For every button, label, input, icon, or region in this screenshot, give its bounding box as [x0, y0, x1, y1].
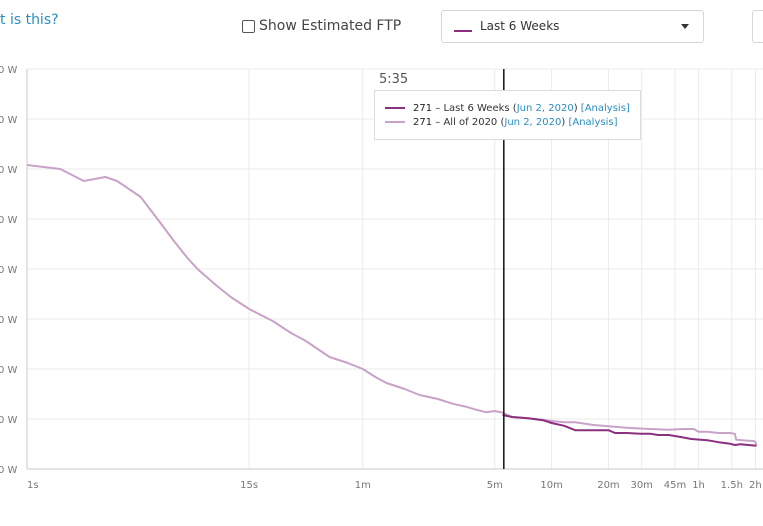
x-tick-label: 20m [597, 480, 619, 491]
date-range-value: Last 6 Weeks [480, 19, 560, 33]
chevron-down-icon [681, 24, 689, 29]
tooltip-range: All of 2020 [443, 116, 498, 128]
show-estimated-ftp-toggle[interactable]: Show Estimated FTP [242, 18, 401, 34]
y-tick-label: 0 W [0, 115, 18, 126]
ftp-toggle-label: Show Estimated FTP [259, 18, 402, 34]
x-tick-label: 30m [630, 480, 652, 491]
range-color-swatch [454, 30, 472, 32]
analysis-link[interactable]: [Analysis] [580, 102, 630, 114]
tooltip-row-all-of-2020: 271 – All of 2020 (Jun 2, 2020) [Analysi… [385, 115, 640, 129]
y-tick-label: 0 W [0, 65, 18, 76]
chart-tooltip: 271 – Last 6 Weeks (Jun 2, 2020) [Analys… [374, 90, 641, 140]
y-tick-label: 0 W [0, 265, 18, 276]
x-tick-label: 1s [27, 480, 39, 491]
x-tick-label: 15s [240, 480, 258, 491]
series-line [502, 414, 757, 447]
tooltip-watts: 271 [413, 116, 433, 128]
y-tick-label: 0 W [0, 415, 18, 426]
analysis-link[interactable]: [Analysis] [568, 116, 618, 128]
series-swatch [385, 121, 405, 123]
secondary-select[interactable] [752, 10, 763, 43]
what-is-this-link[interactable]: t is this? [0, 12, 59, 28]
series-line [26, 164, 758, 446]
series-swatch [385, 107, 405, 109]
y-tick-label: 0 W [0, 215, 18, 226]
y-tick-label: 0 W [0, 315, 18, 326]
tooltip-range: Last 6 Weeks [443, 102, 510, 114]
x-tick-label: 2h [749, 480, 762, 491]
tooltip-watts: 271 [413, 102, 433, 114]
y-tick-label: 0 W [0, 465, 18, 476]
x-tick-label: 45m [664, 480, 686, 491]
x-tick-label: 10m [540, 480, 562, 491]
x-tick-label: 1.5h [721, 480, 743, 491]
x-tick-label: 1h [692, 480, 705, 491]
tooltip-date: Jun 2, 2020 [516, 102, 574, 114]
ftp-checkbox[interactable] [242, 19, 255, 33]
y-tick-label: 0 W [0, 165, 18, 176]
cursor-time-label: 5:35 [379, 72, 409, 87]
tooltip-date: Jun 2, 2020 [504, 116, 562, 128]
date-range-select[interactable]: Last 6 Weeks [441, 10, 704, 43]
x-tick-label: 5m [487, 480, 503, 491]
tooltip-row-last-6-weeks: 271 – Last 6 Weeks (Jun 2, 2020) [Analys… [385, 101, 640, 115]
y-tick-label: 0 W [0, 365, 18, 376]
x-tick-label: 1m [355, 480, 371, 491]
